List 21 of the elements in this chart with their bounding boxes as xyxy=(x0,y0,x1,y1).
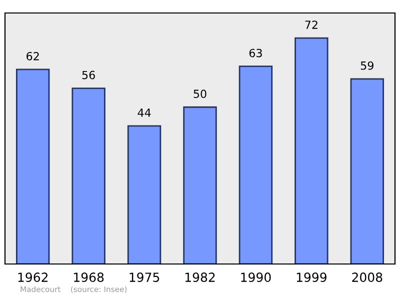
bar xyxy=(127,125,162,264)
data-label: 72 xyxy=(305,20,318,29)
data-label: 62 xyxy=(26,52,39,60)
x-tick-label: 1975 xyxy=(130,272,160,282)
data-label: 59 xyxy=(360,61,374,70)
x-tick-label: 2008 xyxy=(352,272,382,282)
bar xyxy=(238,66,273,264)
data-label: 63 xyxy=(249,48,262,58)
bar xyxy=(350,78,384,264)
bar xyxy=(294,37,328,264)
x-tick-label: 1968 xyxy=(74,272,104,282)
bar xyxy=(16,68,50,264)
bar xyxy=(183,106,217,264)
data-label: 50 xyxy=(194,90,206,98)
data-label: 56 xyxy=(82,70,95,80)
x-tick-label: 1962 xyxy=(18,272,48,282)
x-tick-label: 1982 xyxy=(185,272,215,282)
bar xyxy=(72,88,106,264)
data-label: 44 xyxy=(138,108,151,117)
x-tick-label: 1999 xyxy=(296,272,326,282)
x-tick-label: 1990 xyxy=(241,272,271,282)
